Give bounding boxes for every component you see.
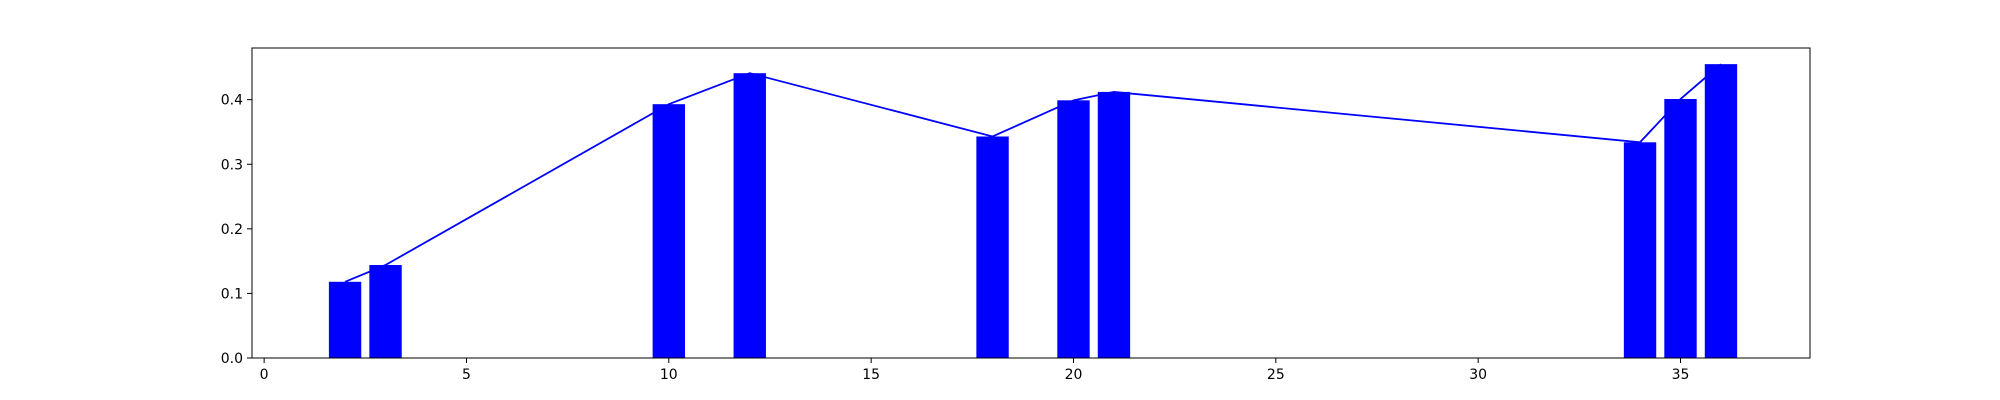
x-tick-label: 25 bbox=[1267, 367, 1285, 383]
x-tick-label: 20 bbox=[1065, 367, 1083, 383]
y-tick-label: 0.1 bbox=[221, 286, 243, 302]
x-tick-label: 10 bbox=[660, 367, 678, 383]
y-tick-label: 0.2 bbox=[221, 222, 243, 238]
series-line bbox=[344, 63, 1722, 283]
y-tick-label: 0.4 bbox=[221, 93, 243, 109]
series-line-group bbox=[344, 63, 1722, 283]
x-tick-label: 30 bbox=[1469, 367, 1487, 383]
bar-18 bbox=[976, 136, 1009, 358]
plot-frame bbox=[251, 47, 1811, 359]
bar-36 bbox=[1704, 64, 1738, 358]
bars-group bbox=[328, 64, 1738, 359]
bar-34 bbox=[1623, 142, 1657, 358]
bar-2 bbox=[328, 281, 362, 358]
bar-21 bbox=[1097, 91, 1131, 359]
x-axis: 0 5 10 15 20 25 30 35 bbox=[260, 358, 1690, 383]
y-tick-label: 0.0 bbox=[221, 351, 243, 367]
x-tick-label: 15 bbox=[862, 367, 880, 383]
bar-35 bbox=[1664, 99, 1697, 358]
bar-20 bbox=[1057, 100, 1090, 358]
bar-10 bbox=[652, 104, 686, 358]
y-axis: 0.0 0.1 0.2 0.3 0.4 bbox=[221, 93, 252, 367]
x-tick-label: 35 bbox=[1672, 367, 1690, 383]
bar-12 bbox=[733, 73, 766, 358]
x-tick-label: 0 bbox=[260, 367, 269, 383]
y-tick-label: 0.3 bbox=[221, 157, 243, 173]
x-tick-label: 5 bbox=[462, 367, 471, 383]
bar-3 bbox=[369, 265, 402, 358]
